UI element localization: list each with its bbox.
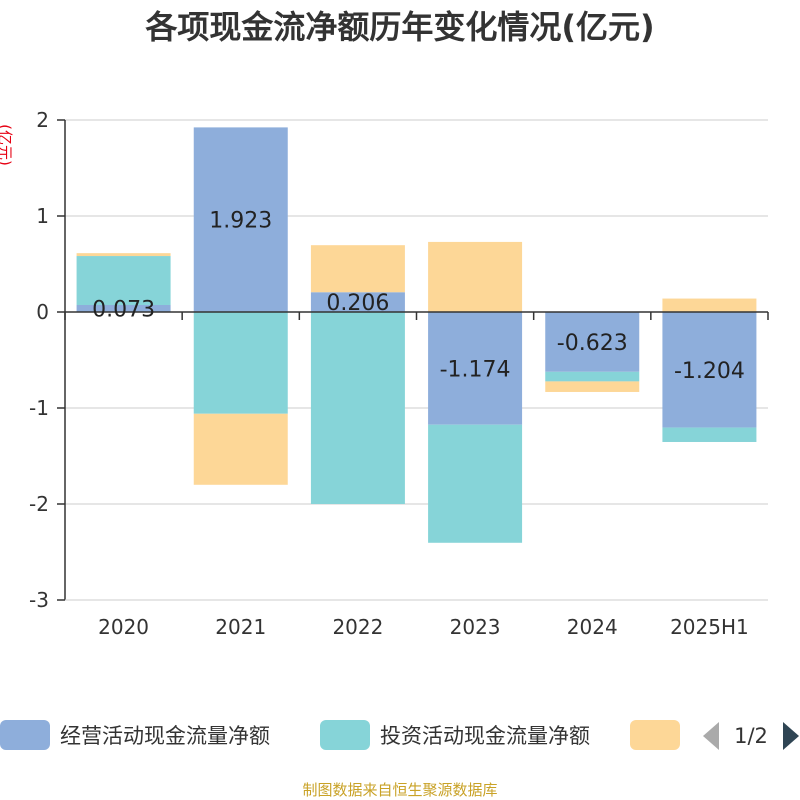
y-tick-label: -2 xyxy=(29,492,49,516)
legend-next-page-icon[interactable] xyxy=(783,722,799,750)
bar-segment xyxy=(193,413,288,485)
bar-segment xyxy=(76,253,171,257)
bar-segment xyxy=(193,127,288,312)
bars xyxy=(76,127,757,543)
legend-swatch[interactable] xyxy=(630,720,680,750)
legend-label[interactable]: 投资活动现金流量净额 xyxy=(380,724,590,748)
x-tick-label: 2023 xyxy=(450,615,501,639)
source-note: 制图数据来自恒生聚源数据库 xyxy=(302,781,497,799)
bar-segment xyxy=(662,427,757,442)
y-tick-label: 0 xyxy=(36,300,49,324)
bar-segment xyxy=(428,241,523,312)
data-label: -1.204 xyxy=(674,359,745,384)
bar-segment xyxy=(193,312,288,414)
bar-segment xyxy=(545,381,640,392)
data-label: 0.206 xyxy=(326,291,389,316)
legend-page-indicator: 1/2 xyxy=(734,724,768,748)
x-tick-label: 2022 xyxy=(332,615,383,639)
data-label: -0.623 xyxy=(557,331,628,356)
data-label: 1.923 xyxy=(209,209,272,234)
bar-segment xyxy=(662,298,757,312)
bar-segment xyxy=(428,424,523,543)
x-tick-label: 2021 xyxy=(215,615,266,639)
bar-segment xyxy=(310,312,405,504)
x-tick-label: 2025H1 xyxy=(670,615,749,639)
data-labels: 0.073 1.923 0.206 -1.174 -0.623 -1.204 xyxy=(92,209,745,384)
data-label: -1.174 xyxy=(440,357,511,382)
x-tick-label: 2024 xyxy=(567,615,618,639)
y-tick-label: -1 xyxy=(29,396,49,420)
bar-segment xyxy=(76,304,171,312)
bar-segment xyxy=(310,292,405,312)
bar-segment xyxy=(310,245,405,293)
data-label: 0.073 xyxy=(92,297,155,322)
bar-segment xyxy=(76,256,171,305)
legend-swatch[interactable] xyxy=(320,720,370,750)
bar-segment xyxy=(662,312,757,428)
y-tick-label: 2 xyxy=(36,108,49,132)
bar-segment xyxy=(545,312,640,372)
y-axis-unit-label: (亿元) xyxy=(0,124,14,166)
bar-segment xyxy=(545,371,640,382)
legend-swatch[interactable] xyxy=(0,720,50,750)
y-tick-label: 1 xyxy=(36,204,49,228)
legend-label[interactable]: 经营活动现金流量净额 xyxy=(60,724,270,748)
legend-prev-page-icon[interactable] xyxy=(703,722,719,750)
axes: 2020 2021 2022 2023 2024 2025H1 xyxy=(57,119,769,639)
chart-title: 各项现金流净额历年变化情况(亿元) xyxy=(145,8,654,46)
legend: 经营活动现金流量净额 投资活动现金流量净额 1/2 xyxy=(0,720,799,750)
bar-segment xyxy=(428,312,523,425)
y-tick-label: -3 xyxy=(29,588,49,612)
x-tick-label: 2020 xyxy=(98,615,149,639)
